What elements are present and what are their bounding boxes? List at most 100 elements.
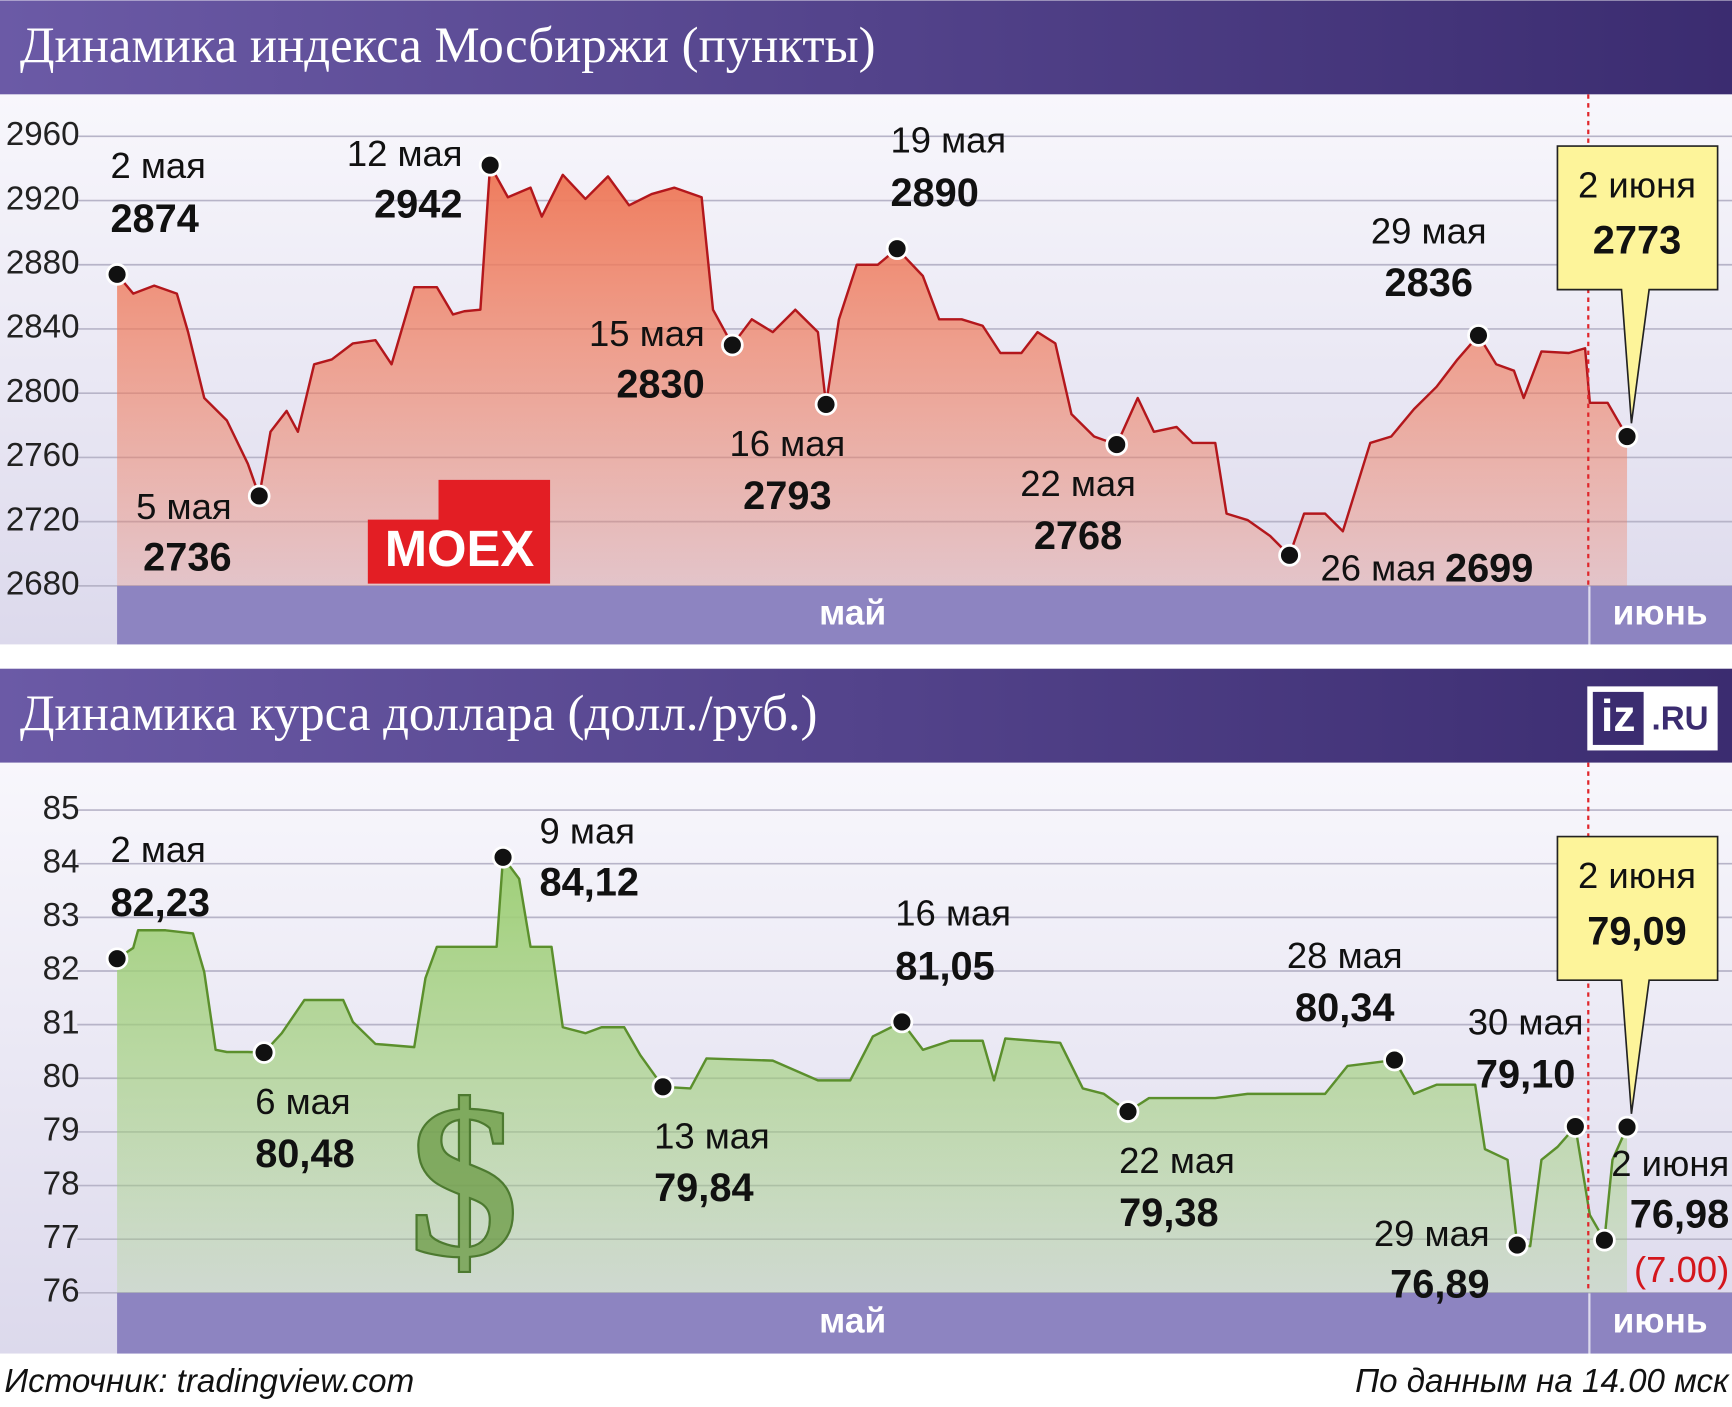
point	[1564, 1115, 1587, 1138]
brand-dark	[1592, 691, 1644, 745]
y-tick-label: 79	[43, 1112, 80, 1149]
point	[885, 237, 909, 261]
annotation-value: 2874	[110, 197, 198, 241]
annotation-date: 13 мая	[654, 1115, 770, 1156]
point	[1105, 433, 1129, 456]
y-tick-label: 2840	[6, 309, 80, 346]
y-tick-label: 2680	[6, 566, 80, 603]
annotation-value: 2942	[374, 183, 462, 227]
annotation-date: 29 мая	[1374, 1213, 1490, 1254]
point	[814, 393, 838, 416]
annotation-date: 6 мая	[255, 1081, 350, 1122]
annotation-date: 30 мая	[1468, 1002, 1584, 1043]
annotation-date: 12 мая	[347, 133, 463, 174]
annotation-value: 79,10	[1476, 1052, 1575, 1096]
y-tick-label: 2760	[6, 437, 80, 474]
annotation-date: 15 мая	[589, 313, 705, 354]
annotation-value: 2830	[616, 362, 704, 406]
month-bar	[1590, 585, 1732, 645]
y-tick-label: 2880	[6, 244, 80, 281]
annotation-date: 19 мая	[890, 119, 1006, 160]
annotation-date: 2 мая	[110, 829, 205, 870]
month-label: июнь	[1613, 1302, 1708, 1341]
annotation-date: 2 мая	[110, 145, 205, 186]
annotation-date: 22 мая	[1119, 1140, 1235, 1181]
annotation-value: 82,23	[110, 881, 209, 925]
annotation-value: 79,38	[1119, 1191, 1218, 1235]
annotation-value: 76,98	[1630, 1193, 1729, 1237]
y-tick-label: 84	[43, 843, 80, 880]
brand-right: .RU	[1652, 700, 1709, 737]
annotation-date: 29 мая	[1371, 210, 1487, 251]
annotation-value: 2793	[743, 474, 831, 518]
month-bar	[117, 585, 1589, 645]
month-label: май	[819, 593, 886, 632]
point	[1383, 1048, 1406, 1072]
annotation-date: 2 июня	[1611, 1143, 1729, 1184]
point	[247, 484, 271, 508]
dollar-icon: $	[409, 1058, 519, 1303]
point	[105, 263, 129, 286]
y-tick-label: 80	[43, 1058, 80, 1095]
annotation-value: 2773	[1593, 219, 1681, 263]
point	[890, 1010, 914, 1034]
annotation-value: 2836	[1385, 261, 1473, 305]
y-tick-label: 85	[43, 790, 80, 827]
annotation-date: 16 мая	[730, 423, 846, 464]
annotation-value: 79,09	[1587, 909, 1686, 953]
chart-title: Динамика индекса Мосбиржи (пункты)	[20, 17, 876, 73]
logo-shape	[367, 479, 551, 584]
y-tick-label: 2960	[6, 116, 80, 153]
annotation-note: (7.00)	[1634, 1249, 1729, 1290]
area	[117, 857, 1628, 1293]
y-tick-label: 82	[43, 951, 80, 988]
callout	[1556, 835, 1719, 1114]
annotation-value: 76,89	[1390, 1263, 1489, 1307]
point	[252, 1041, 276, 1064]
point	[1505, 1233, 1529, 1257]
point	[1615, 425, 1639, 448]
chart-title: Динамика курса доллара (долл./руб.)	[20, 685, 818, 741]
annotation-value: 80,48	[255, 1132, 354, 1176]
point	[478, 153, 502, 177]
annotation-date: 2 июня	[1578, 855, 1696, 896]
y-tick-label: 2920	[6, 180, 80, 217]
annotation-value: 79,84	[654, 1166, 753, 1210]
y-tick-label: 76	[43, 1273, 80, 1310]
callout	[1556, 145, 1719, 424]
month-label: июнь	[1613, 593, 1708, 632]
point	[651, 1075, 675, 1099]
y-tick-label: 81	[43, 1004, 80, 1041]
y-tick-label: 2800	[6, 373, 80, 410]
y-tick-label: 78	[43, 1165, 80, 1202]
header-band	[0, 0, 1732, 95]
point	[1593, 1228, 1616, 1252]
line	[116, 164, 1629, 557]
annotation-value: 2768	[1034, 514, 1122, 558]
annotation-value: 84,12	[540, 860, 639, 904]
y-tick-label: 83	[43, 897, 80, 934]
brand-left: iz	[1601, 692, 1635, 741]
point	[491, 845, 515, 869]
annotation-value: 80,34	[1295, 986, 1394, 1030]
logo-text: MOEX	[385, 520, 535, 577]
point	[105, 947, 129, 970]
annotation-date: 28 мая	[1287, 935, 1403, 976]
annotation-date: 16 мая	[895, 893, 1011, 934]
header-band	[0, 668, 1732, 763]
annotation-date: 5 мая	[136, 486, 231, 527]
annotation-value: 81,05	[895, 944, 994, 988]
annotation-value: 2736	[143, 536, 231, 580]
source: Источник: tradingview.com	[4, 1363, 414, 1400]
annotation-date: 9 мая	[540, 811, 635, 852]
point	[1467, 324, 1490, 347]
point	[1116, 1100, 1140, 1123]
y-tick-label: 77	[43, 1219, 80, 1256]
annotation-date: 2 июня	[1578, 165, 1696, 206]
point	[1615, 1115, 1639, 1139]
month-bar	[1590, 1292, 1732, 1354]
point	[1278, 544, 1301, 567]
month-label: май	[819, 1302, 886, 1341]
annotation-value: 2890	[890, 171, 978, 215]
